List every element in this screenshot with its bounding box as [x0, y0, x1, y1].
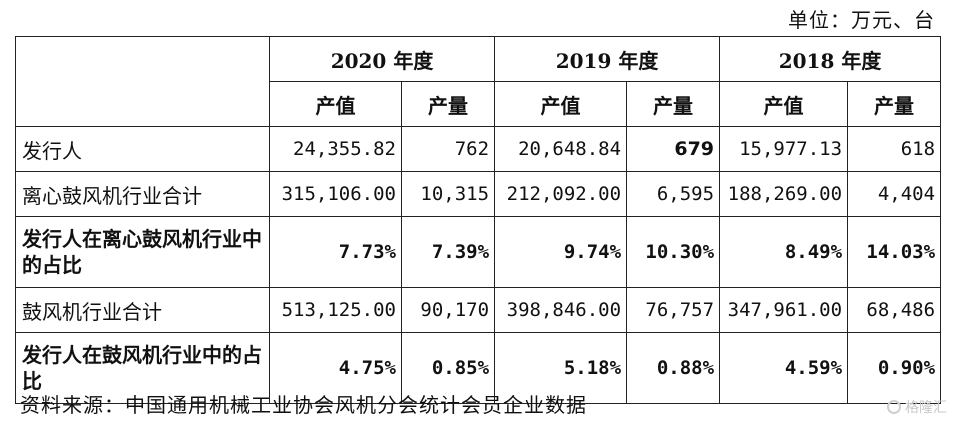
table-cell: 762: [400, 126, 496, 172]
table-cell: 4.59%: [719, 332, 849, 404]
table-cell: 90,170: [400, 287, 496, 333]
table-cell: 6,595: [626, 171, 721, 217]
subheader-value: 产值: [719, 81, 849, 127]
table-cell: 7.73%: [269, 216, 402, 288]
row-label: 发行人在鼓风机行业中的占比: [15, 332, 270, 404]
row-label: 鼓风机行业合计: [15, 287, 270, 333]
year-header-2018: 2018 年度: [719, 36, 942, 82]
table-row-centrifugal-share: 发行人在离心鼓风机行业中的占比 7.73% 7.39% 9.74% 10.30%…: [15, 216, 942, 288]
table-cell: 15,977.13: [719, 126, 849, 172]
table-cell: 9.74%: [494, 216, 628, 288]
table-row-blower-share: 发行人在鼓风机行业中的占比 4.75% 0.85% 5.18% 0.88% 4.…: [15, 332, 942, 404]
subheader-volume: 产量: [400, 81, 496, 127]
table-cell: 618: [847, 126, 942, 172]
table-cell: 4,404: [847, 171, 942, 217]
table-cell: 24,355.82: [269, 126, 402, 172]
table-row-blower-total: 鼓风机行业合计 513,125.00 90,170 398,846.00 76,…: [15, 287, 942, 333]
watermark-text: 格隆汇: [905, 400, 947, 416]
year-header-row: 2020 年度 2019 年度 2018 年度: [15, 36, 942, 127]
source-note: 资料来源：中国通用机械工业协会风机分会统计会员企业数据: [20, 393, 587, 417]
subheader-value: 产值: [269, 81, 402, 127]
table-cell: 0.85%: [400, 332, 496, 404]
table-cell: 398,846.00: [494, 287, 628, 333]
table-cell: 7.39%: [400, 216, 496, 288]
table-cell: 347,961.00: [719, 287, 849, 333]
table-cell: 8.49%: [719, 216, 849, 288]
table-cell: 10,315: [400, 171, 496, 217]
table-cell: 5.18%: [494, 332, 628, 404]
year-header-2020: 2020 年度: [268, 36, 496, 82]
subheader-value: 产值: [494, 81, 628, 127]
table-row-issuer: 发行人 24,355.82 762 20,648.84 679 15,977.1…: [15, 126, 942, 172]
year-header-2019: 2019 年度: [494, 36, 721, 82]
header-corner: [15, 36, 270, 127]
table-row-centrifugal-total: 离心鼓风机行业合计 315,106.00 10,315 212,092.00 6…: [15, 171, 942, 217]
watermark: 格隆汇: [887, 397, 947, 417]
table-cell: 188,269.00: [719, 171, 849, 217]
table-cell: 68,486: [847, 287, 942, 333]
table-cell: 20,648.84: [494, 126, 628, 172]
subheader-volume: 产量: [847, 81, 942, 127]
table-cell: 76,757: [626, 287, 721, 333]
table-cell: 679: [626, 126, 721, 172]
table-cell: 4.75%: [269, 332, 402, 404]
table-cell: 10.30%: [626, 216, 721, 288]
data-table: 2020 年度 2019 年度 2018 年度 产值 产量 产值 产量 产值 产…: [15, 36, 942, 404]
row-label: 发行人在离心鼓风机行业中的占比: [15, 216, 270, 288]
table-cell: 0.88%: [626, 332, 721, 404]
row-label: 发行人: [15, 126, 270, 172]
watermark-logo-icon: [887, 400, 901, 414]
table-cell: 0.90%: [847, 332, 942, 404]
unit-label: 单位：万元、台: [788, 8, 935, 32]
table-cell: 212,092.00: [494, 171, 628, 217]
table-cell: 513,125.00: [269, 287, 402, 333]
subheader-volume: 产量: [626, 81, 721, 127]
table-cell: 315,106.00: [269, 171, 402, 217]
row-label: 离心鼓风机行业合计: [15, 171, 270, 217]
table-cell: 14.03%: [847, 216, 942, 288]
